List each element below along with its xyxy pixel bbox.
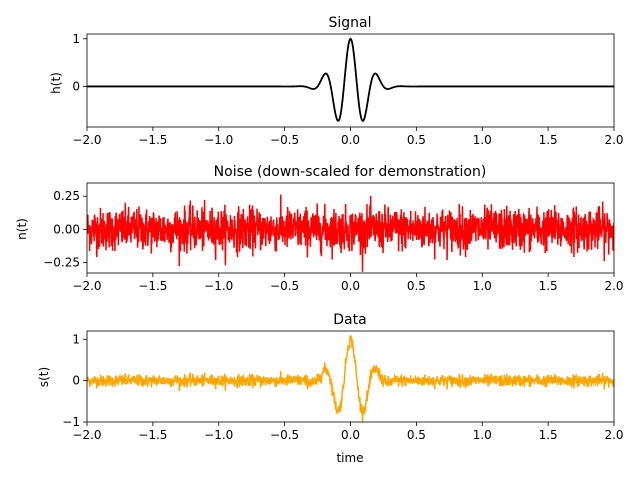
panel-signal: Signal h(t) −2.0 −1.5 −1.0 −0.5 0.0 0.5 1.0 1.5…: [49, 15, 624, 147]
x-tick-label: 2.0: [604, 428, 623, 442]
data-plot-area: −2.0 −1.5 −1.0 −0.5 0.0 0.5 1.0 1.5 2.0 1 0 −1: [62, 330, 624, 442]
data-ylabel: s(t): [37, 367, 51, 387]
x-tick-label: 0.5: [407, 279, 426, 293]
signal-plot-area: −2.0 −1.5 −1.0 −0.5 0.0 0.5 1.0 1.5 2.0 1 0: [72, 32, 623, 147]
data-title: Data: [333, 312, 366, 328]
x-tick-label: −2.0: [72, 279, 101, 293]
y-tick-label: 0: [72, 79, 80, 93]
x-tick-label: −0.5: [270, 279, 299, 293]
x-tick-label: −1.5: [138, 428, 167, 442]
x-tick-label: 0.0: [341, 428, 360, 442]
x-tick-label: 1.5: [539, 279, 558, 293]
x-tick-label: −1.0: [204, 428, 233, 442]
x-tick-label: −1.5: [138, 133, 167, 147]
y-tick-label: 0.00: [53, 222, 80, 236]
x-tick-label: −1.5: [138, 279, 167, 293]
y-tick-label: 1: [72, 32, 80, 46]
x-tick-label: −2.0: [72, 133, 101, 147]
series-line: [87, 37, 614, 122]
x-tick-label: −2.0: [72, 428, 101, 442]
x-tick-label: 2.0: [604, 279, 623, 293]
x-tick-label: 1.5: [539, 133, 558, 147]
panel-noise: Noise (down-scaled for demonstration) n(…: [15, 164, 624, 293]
noise-title: Noise (down-scaled for demonstration): [214, 164, 487, 180]
series-line: [87, 335, 614, 422]
y-tick-label: −0.25: [43, 255, 80, 269]
x-tick-label: −0.5: [270, 428, 299, 442]
x-tick-label: 2.0: [604, 133, 623, 147]
panel-data: Data s(t) time −2.0 −1.5 −1.0 −0.5 0.0 0.5 1.0…: [37, 312, 624, 465]
signal-title: Signal: [328, 15, 371, 31]
y-tick-label: 0.25: [53, 189, 80, 203]
x-tick-label: −1.0: [204, 133, 233, 147]
x-tick-label: 0.5: [407, 133, 426, 147]
y-tick-label: 0: [72, 374, 80, 388]
x-tick-label: 1.0: [473, 133, 492, 147]
noise-ylabel: n(t): [15, 218, 29, 240]
noise-plot-area: −2.0 −1.5 −1.0 −0.5 0.0 0.5 1.0 1.5 2.0 0.25 0.00 −…: [43, 182, 624, 293]
signal-ylabel: h(t): [49, 72, 63, 94]
x-tick-label: 0.0: [341, 133, 360, 147]
x-tick-label: 0.0: [341, 279, 360, 293]
x-tick-label: −0.5: [270, 133, 299, 147]
series-line: [87, 194, 614, 272]
y-tick-label: −1: [62, 415, 80, 429]
data-xlabel: time: [336, 451, 363, 465]
x-tick-label: 1.0: [473, 279, 492, 293]
x-tick-label: 1.0: [473, 428, 492, 442]
x-tick-label: −1.0: [204, 279, 233, 293]
x-tick-label: 0.5: [407, 428, 426, 442]
y-tick-label: 1: [72, 332, 80, 346]
x-tick-label: 1.5: [539, 428, 558, 442]
